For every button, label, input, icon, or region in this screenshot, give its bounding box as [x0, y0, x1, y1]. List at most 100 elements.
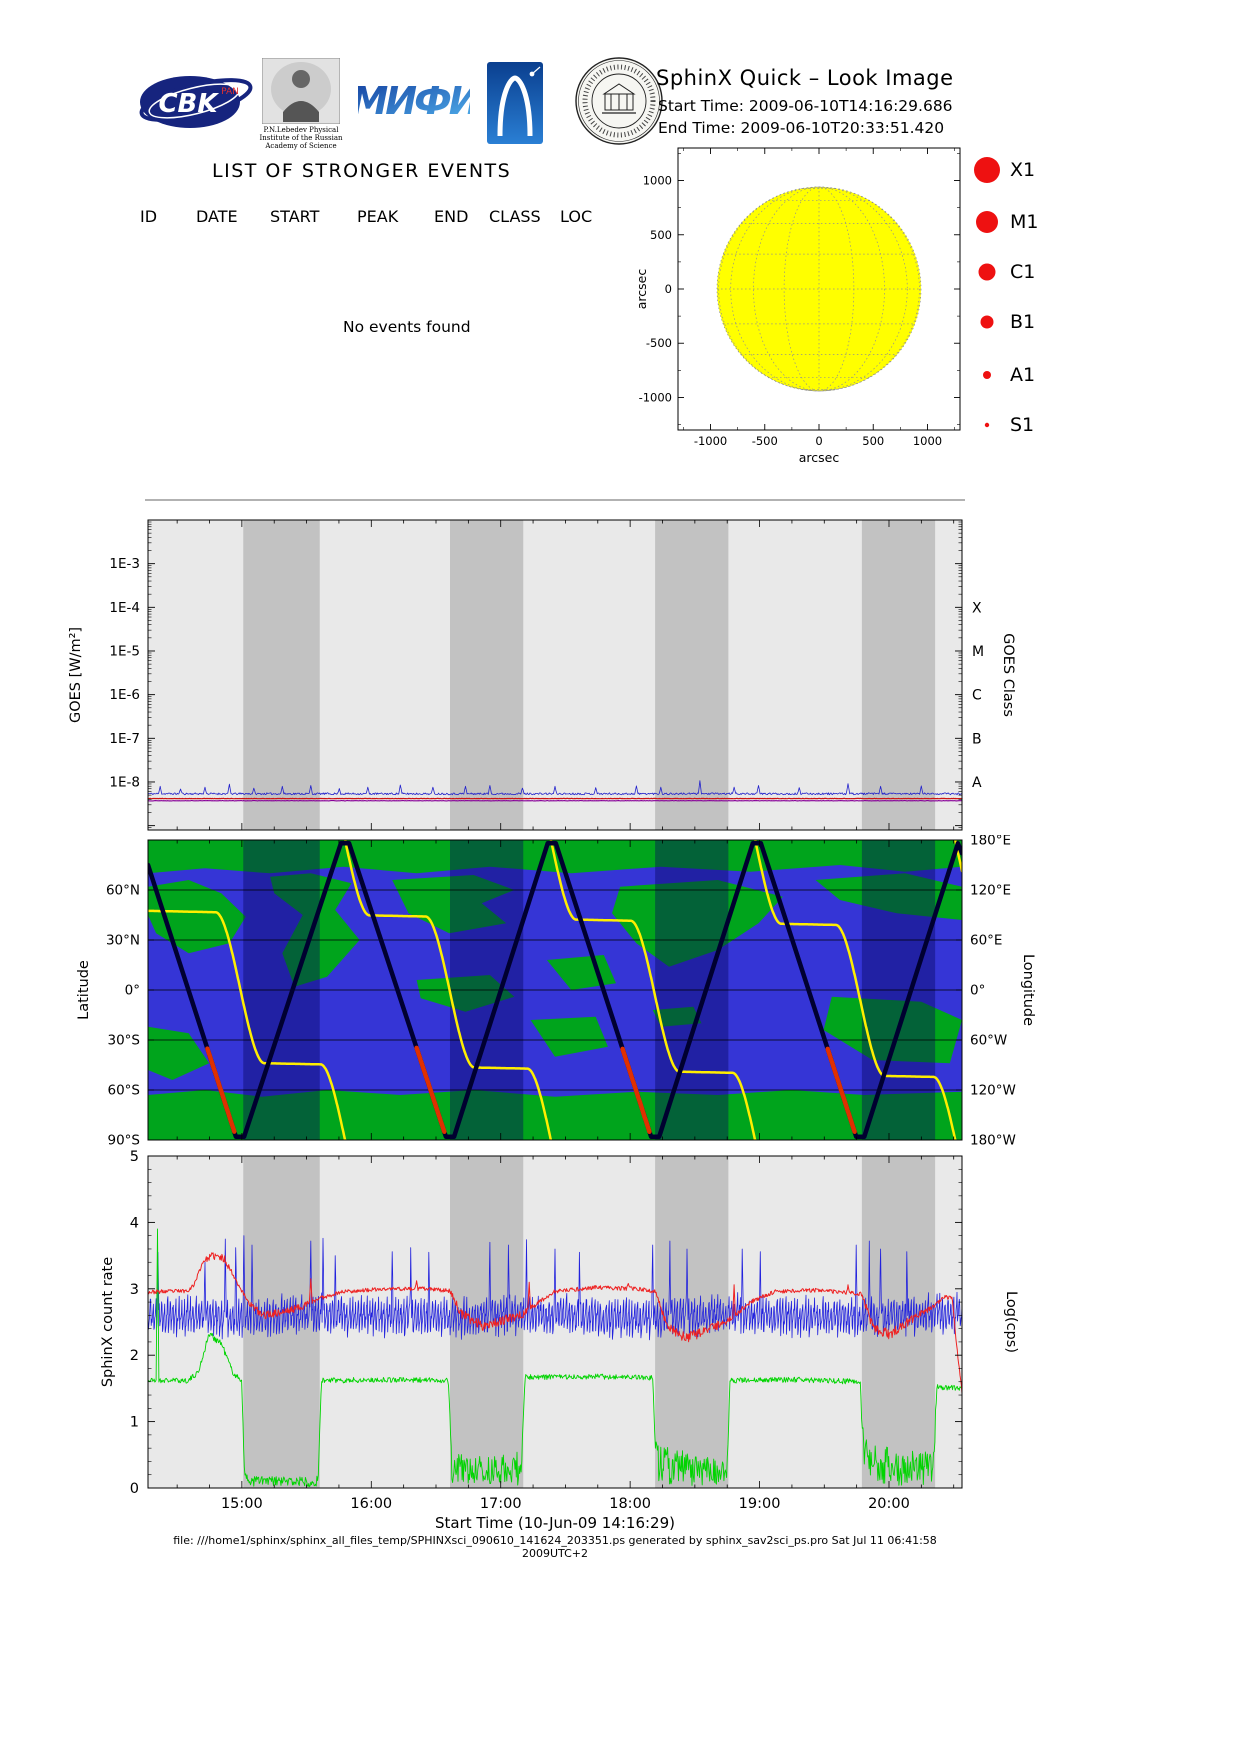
latitude-tick-label: 30°N — [106, 933, 140, 949]
portrait-head — [292, 70, 310, 88]
event-column-label: DATE — [196, 207, 238, 226]
sun-y-tick-label: -500 — [646, 336, 672, 350]
event-column-label: START — [270, 207, 320, 226]
sun-x-tick-label: -500 — [752, 434, 778, 448]
cbk-logo: CBK PAN — [139, 76, 253, 128]
count-y-tick-label: 2 — [130, 1348, 139, 1364]
eclipse-band — [243, 520, 320, 830]
events-list-heading: LIST OF STRONGER EVENTS — [212, 160, 512, 182]
flare-size-dot — [974, 157, 1000, 183]
flare-class-legend-item: M1 — [972, 207, 1038, 237]
sun-x-tick-label: -1000 — [694, 434, 727, 448]
events-empty-message: No events found — [343, 318, 471, 336]
goes-y-tick-label: 1E-7 — [109, 731, 140, 747]
count-y-tick-label: 4 — [130, 1215, 139, 1231]
lebedev-portrait-logo — [262, 58, 340, 124]
eclipse-band — [655, 520, 729, 830]
flare-class-legend-item: B1 — [972, 307, 1035, 337]
longitude-curve — [148, 909, 347, 1140]
land-patch — [270, 873, 360, 987]
sun-y-tick-label: 500 — [650, 228, 672, 242]
cbk-text: CBK — [158, 89, 219, 119]
goes-series — [147, 780, 963, 802]
sun-x-tick-label: 500 — [862, 434, 884, 448]
ground-track-saa-segment — [414, 1045, 447, 1134]
goes-y-tick-label: 1E-8 — [109, 774, 140, 790]
sun-yaxis-title: arcsec — [634, 269, 649, 310]
world-map — [148, 840, 962, 1140]
observatory-seal-logo — [575, 57, 663, 145]
land-patch — [392, 875, 515, 934]
event-column-label: CLASS — [489, 207, 541, 226]
seal-ring — [578, 60, 660, 142]
time-tick-label: 17:00 — [480, 1496, 522, 1512]
eclipse-band — [449, 520, 524, 830]
ground-track-saa-segment — [205, 1046, 237, 1134]
flare-class-legend-item: C1 — [972, 257, 1035, 287]
longitude-curve — [344, 840, 553, 1140]
goes-class-label: X — [972, 600, 982, 616]
flare-size-dot — [978, 263, 996, 281]
flare-size-dot — [983, 371, 991, 379]
start-time-text: Start Time: 2009-06-10T14:16:29.686 — [658, 97, 953, 115]
land-patch — [612, 880, 783, 967]
end-time-text: End Time: 2009-06-10T20:33:51.420 — [658, 119, 945, 137]
land-patch — [823, 996, 962, 1064]
orbit-ground-track-map: 60°N 30°N 0° 30°S 60°S 90°S 180°E 120°E 60°E 0° 60… — [76, 835, 1036, 1147]
flare-class-legend-item: A1 — [972, 360, 1035, 390]
land-patch — [530, 1016, 608, 1057]
eclipse-band — [861, 520, 936, 830]
event-column-label: PEAK — [357, 207, 399, 226]
flare-class-label: X1 — [1010, 159, 1036, 181]
page-title: SphinX Quick – Look Image — [656, 66, 954, 90]
land-patch — [416, 975, 515, 1012]
count-y-tick-label: 3 — [130, 1282, 139, 1298]
latitude-tick-label: 60°N — [106, 883, 140, 899]
arch-curve — [497, 75, 533, 137]
footer-file-info: file: ///home1/sphinx/sphinx_all_files_t… — [173, 1534, 937, 1560]
count-y-tick-label: 5 — [130, 1149, 139, 1165]
cbk-ellipse — [140, 76, 240, 128]
count-y-tick-label: 0 — [130, 1481, 139, 1497]
rate-blue — [147, 1235, 963, 1341]
seal-inner-ring — [591, 73, 647, 129]
goes-y-tick-label: 1E-5 — [109, 643, 140, 659]
longitude-tick-label: 60°W — [970, 1033, 1007, 1049]
rate-green — [147, 1228, 963, 1487]
rate-red — [147, 1252, 963, 1394]
longitude-tick-label: 0° — [970, 983, 985, 999]
latitude-axis-title: Latitude — [76, 960, 92, 1020]
longitude-tick-label: 180°E — [970, 835, 1011, 849]
goes-short-channel — [147, 780, 963, 796]
flare-class-label: M1 — [1010, 211, 1039, 233]
full-sun-image-plot: -1000 -500 0 500 1000 1000 500 0 -500 -1000 arcsec… — [634, 147, 961, 465]
sun-x-tick-label: 1000 — [913, 434, 942, 448]
arch-comet-logo — [487, 62, 543, 144]
portrait-shoulders — [283, 101, 319, 122]
time-tick-label: 19:00 — [739, 1496, 781, 1512]
flare-size-dot — [984, 422, 990, 428]
goes-y-tick-label: 1E-3 — [109, 556, 140, 572]
lebedev-caption-line: Academy of Science — [265, 142, 337, 150]
longitude-tick-label: 120°W — [970, 1083, 1016, 1099]
latitude-tick-label: 30°S — [108, 1033, 141, 1049]
flare-class-legend-item: X1 — [972, 155, 1035, 185]
flare-class-legend: X1 M1 C1 B1 A1 S1 — [972, 150, 1112, 450]
longitude-tick-label: 120°E — [970, 883, 1011, 899]
lebedev-caption-line: Institute of the Russian — [259, 134, 343, 142]
land-patch — [148, 1090, 962, 1140]
ground-track-saa-segment — [620, 1046, 652, 1134]
cbk-swoosh-inner — [148, 83, 240, 119]
event-column-label: ID — [140, 207, 158, 226]
goes-class-label: C — [972, 688, 982, 704]
longitude-tick-label: 60°E — [970, 933, 1002, 949]
mephi-logo: МИФИ — [358, 79, 470, 123]
flare-class-label: A1 — [1010, 364, 1036, 386]
flare-class-legend-item: S1 — [972, 410, 1034, 440]
flare-class-label: C1 — [1010, 261, 1036, 283]
event-column-label: LOC — [560, 207, 593, 226]
latitude-tick-label: 0° — [125, 983, 140, 999]
count-rate-series — [147, 1228, 963, 1487]
seal-arc-text — [582, 64, 656, 138]
